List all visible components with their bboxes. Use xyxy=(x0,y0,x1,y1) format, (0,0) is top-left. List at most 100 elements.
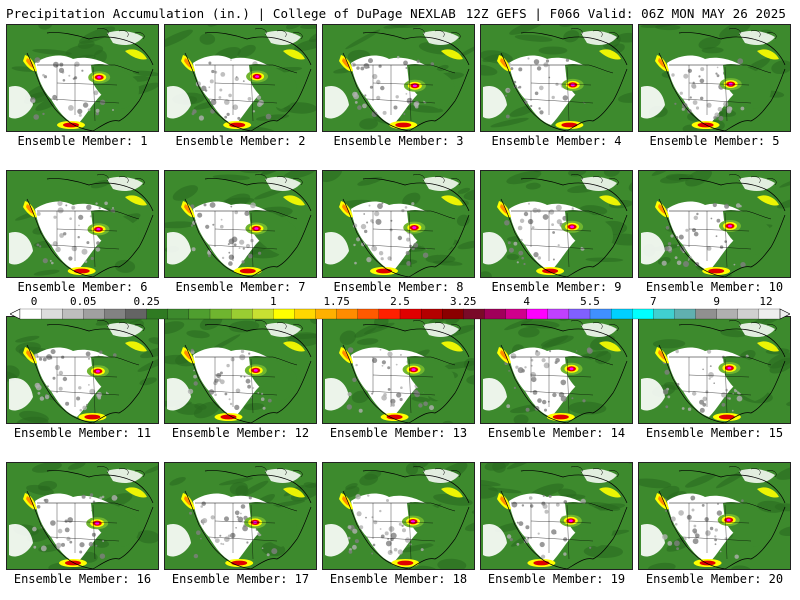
map-graphic xyxy=(165,317,316,423)
ensemble-member-caption: Ensemble Member: 2 xyxy=(175,134,306,148)
precipitation-map xyxy=(322,316,475,424)
colorbar-swatch xyxy=(125,308,148,320)
colorbar-tick-label: 7 xyxy=(649,295,657,308)
ensemble-member-panel: Ensemble Member: 17 xyxy=(164,462,317,592)
ensemble-member-caption: Ensemble Member: 17 xyxy=(171,572,310,586)
ensemble-member-panel: Ensemble Member: 18 xyxy=(322,462,475,592)
header: Precipitation Accumulation (in.) | Colle… xyxy=(0,0,800,24)
colorbar-swatch xyxy=(737,308,760,320)
colorbar-tick-label: 0.05 xyxy=(70,295,97,308)
colorbar-swatch xyxy=(273,308,295,320)
map-graphic xyxy=(7,463,158,569)
map-graphic xyxy=(323,25,474,131)
precipitation-map xyxy=(322,462,475,570)
ensemble-member-panel: Ensemble Member: 2 xyxy=(164,24,317,154)
ensemble-member-panel: Ensemble Member: 15 xyxy=(638,316,791,446)
precipitation-map xyxy=(480,170,633,278)
ensemble-member-panel: Ensemble Member: 8 xyxy=(322,170,475,300)
colorbar-swatch xyxy=(484,308,506,320)
ensemble-member-caption: Ensemble Member: 13 xyxy=(329,426,468,440)
precipitation-map xyxy=(6,24,159,132)
ensemble-member-caption: Ensemble Member: 14 xyxy=(487,426,626,440)
colorbar-swatch xyxy=(336,308,359,320)
colorbar-swatch xyxy=(653,308,675,320)
colorbar-swatch xyxy=(442,308,464,320)
colorbar-swatch xyxy=(19,308,42,320)
map-graphic xyxy=(323,171,474,277)
ensemble-member-panel: Ensemble Member: 4 xyxy=(480,24,633,154)
map-graphic xyxy=(481,171,632,277)
ensemble-member-caption: Ensemble Member: 18 xyxy=(329,572,468,586)
map-graphic xyxy=(323,317,474,423)
ensemble-member-caption: Ensemble Member: 5 xyxy=(649,134,780,148)
precipitation-map xyxy=(164,170,317,278)
ensemble-member-panel: Ensemble Member: 5 xyxy=(638,24,791,154)
ensemble-member-panel: Ensemble Member: 10 xyxy=(638,170,791,300)
precipitation-map xyxy=(6,170,159,278)
colorbar-swatch xyxy=(294,308,316,320)
colorbar-swatch xyxy=(420,308,443,320)
precipitation-map xyxy=(638,316,791,424)
colorbar-swatch xyxy=(695,308,718,320)
ensemble-member-panel: Ensemble Member: 12 xyxy=(164,316,317,446)
colorbar-right-arrow xyxy=(779,308,790,320)
ensemble-member-panel: Ensemble Member: 6 xyxy=(6,170,159,300)
ensemble-member-panel: Ensemble Member: 20 xyxy=(638,462,791,592)
colorbar-swatch xyxy=(716,308,739,320)
colorbar-left-arrow xyxy=(10,308,21,320)
ensemble-member-panel: Ensemble Member: 9 xyxy=(480,170,633,300)
map-graphic xyxy=(7,171,158,277)
precipitation-map xyxy=(164,316,317,424)
ensemble-member-caption: Ensemble Member: 3 xyxy=(333,134,464,148)
precipitation-map xyxy=(6,316,159,424)
map-graphic xyxy=(481,317,632,423)
ensemble-member-caption: Ensemble Member: 20 xyxy=(645,572,784,586)
ensemble-member-panel: Ensemble Member: 1 xyxy=(6,24,159,154)
map-graphic xyxy=(639,317,790,423)
colorbar-tick-label: 12 xyxy=(759,295,773,308)
colorbar-tick-label: 4 xyxy=(523,295,530,308)
map-graphic xyxy=(165,171,316,277)
colorbar-swatch xyxy=(610,308,633,320)
ensemble-member-panel: Ensemble Member: 16 xyxy=(6,462,159,592)
ensemble-member-caption: Ensemble Member: 1 xyxy=(17,134,148,148)
colorbar-swatch xyxy=(230,308,253,320)
colorbar-tick-label: 3.25 xyxy=(450,295,477,308)
map-graphic xyxy=(7,317,158,423)
colorbar-swatch xyxy=(252,308,274,320)
colorbar-swatch xyxy=(526,308,549,320)
precipitation-map xyxy=(480,462,633,570)
colorbar-swatch xyxy=(758,308,781,320)
map-graphic xyxy=(323,463,474,569)
ensemble-member-panel: Ensemble Member: 7 xyxy=(164,170,317,300)
map-graphic xyxy=(7,25,158,131)
precipitation-map xyxy=(164,24,317,132)
colorbar-swatch xyxy=(463,308,485,320)
ensemble-member-panel: Ensemble Member: 19 xyxy=(480,462,633,592)
colorbar-swatch xyxy=(83,308,105,320)
map-graphic xyxy=(481,25,632,131)
precipitation-map xyxy=(638,24,791,132)
colorbar-tick-label: 5.5 xyxy=(580,295,600,308)
colorbar-labels: 0 0.05 0.25 1 1.75 2.5 3.25 4 5.5 7 9 12 xyxy=(10,295,790,308)
ensemble-member-caption: Ensemble Member: 6 xyxy=(17,280,148,294)
map-graphic xyxy=(165,463,316,569)
precipitation-map xyxy=(480,24,633,132)
precipitation-map xyxy=(480,316,633,424)
colorbar-tick-label: 1 xyxy=(269,295,277,308)
ensemble-member-caption: Ensemble Member: 11 xyxy=(13,426,152,440)
colorbar-scale xyxy=(10,308,790,320)
colorbar-swatch xyxy=(209,308,232,320)
colorbar-swatch xyxy=(167,308,190,320)
map-graphic xyxy=(639,463,790,569)
ensemble-member-panel: Ensemble Member: 14 xyxy=(480,316,633,446)
map-graphic xyxy=(165,25,316,131)
ensemble-member-caption: Ensemble Member: 16 xyxy=(13,572,152,586)
colorbar-swatch xyxy=(146,308,169,320)
colorbar-swatch xyxy=(62,308,84,320)
precipitation-colorbar: 0 0.05 0.25 1 1.75 2.5 3.25 4 5.5 7 9 12 xyxy=(10,295,790,321)
ensemble-member-caption: Ensemble Member: 15 xyxy=(645,426,784,440)
colorbar-swatch xyxy=(357,308,380,320)
ensemble-member-caption: Ensemble Member: 4 xyxy=(491,134,622,148)
colorbar-swatch xyxy=(188,308,211,320)
